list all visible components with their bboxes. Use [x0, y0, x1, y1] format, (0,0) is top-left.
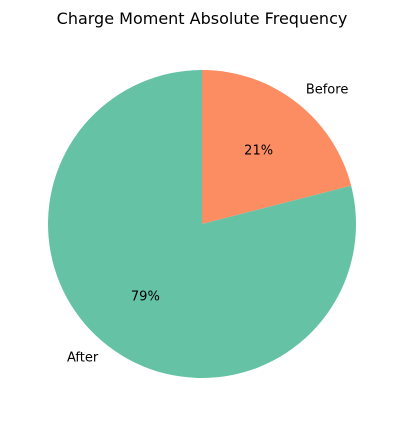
pie-slice-after [48, 70, 357, 378]
chart-title: Charge Moment Absolute Frequency [57, 9, 348, 28]
slice-label-after: After [67, 350, 99, 365]
pie-labels: Before 21% After 79% [67, 83, 348, 366]
slice-label-before: Before [306, 83, 349, 98]
slice-percent-after: 79% [131, 290, 160, 305]
pie-slice-before [202, 70, 352, 224]
pie-slices [48, 70, 357, 378]
slice-percent-before: 21% [244, 143, 273, 158]
